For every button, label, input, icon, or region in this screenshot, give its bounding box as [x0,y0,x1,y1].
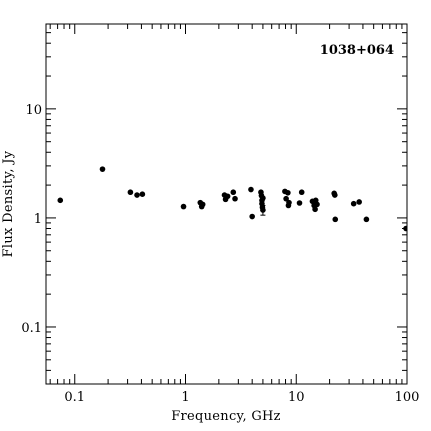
y-tick-label: 10 [25,103,42,118]
tick-labels: 0.1 1 10 100 0.1 1 10 [21,103,419,405]
plot-frame [45,23,408,385]
y-tick-label: 1 [34,212,42,227]
data-point [286,199,292,206]
x-tick-label: 10 [288,390,305,405]
data-point [260,195,266,201]
data-point [99,166,106,172]
data-point [356,199,362,205]
data-point [363,216,370,223]
data-point [332,192,338,198]
data-point [248,186,254,193]
data-point [296,200,303,206]
data-point [232,195,238,202]
minor-ticks [46,24,407,384]
data-point [298,189,305,196]
chart-title: 1038+064 [320,43,394,58]
data-point [249,213,255,220]
data-point [134,192,140,198]
data-point [180,203,187,210]
data-point [127,189,134,196]
data-point [285,189,291,196]
y-tick-label: 0.1 [21,321,42,336]
x-tick-label: 0.1 [64,390,85,405]
y-axis-label: Flux Density, Jy [1,150,16,257]
x-tick-label: 1 [181,390,189,405]
data-point [403,225,407,232]
x-axis-label: Frequency, GHz [171,409,281,424]
data-point [139,191,146,198]
data-point [283,195,289,202]
data-point [314,201,320,208]
data-point [260,207,266,213]
data-point [199,201,206,208]
data-point [312,206,318,213]
data-point [57,197,64,204]
data-point [332,216,339,223]
data-point [224,193,231,200]
data-points [57,166,407,232]
data-point [230,189,237,196]
data-point [350,200,357,207]
x-tick-label: 100 [395,390,420,405]
